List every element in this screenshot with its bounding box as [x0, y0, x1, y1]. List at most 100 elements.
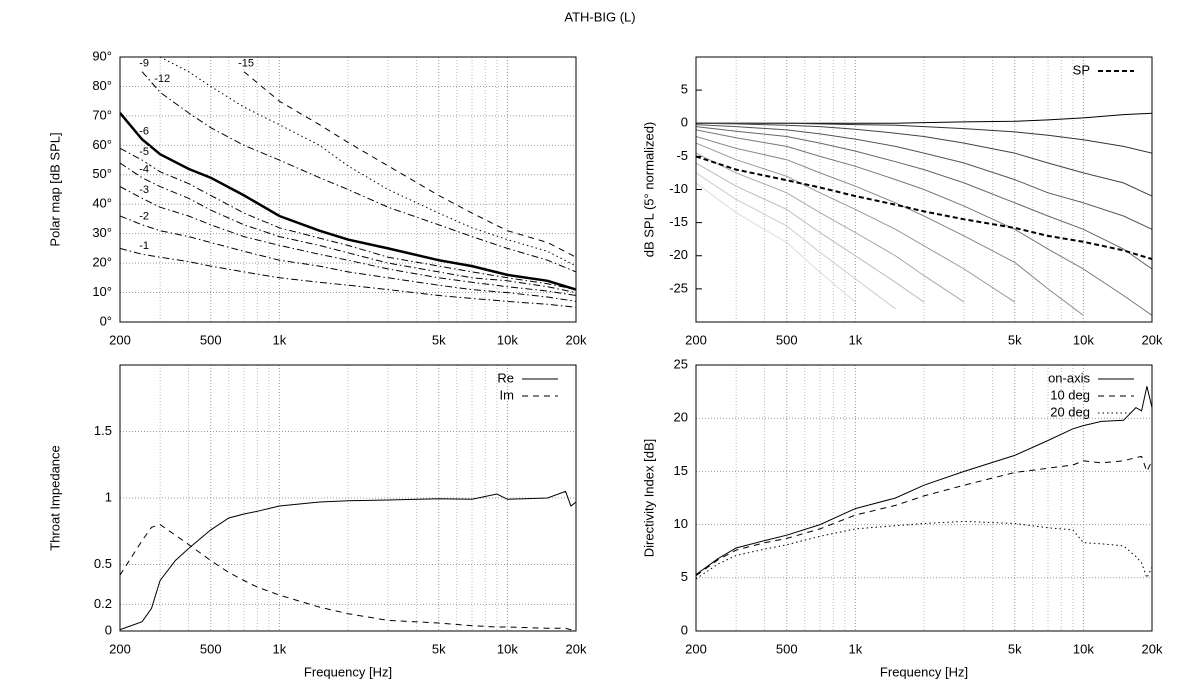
plot-frame — [695, 364, 1153, 632]
y-tick-label: 90° — [92, 48, 112, 63]
y-tick-label: 25 — [674, 356, 688, 371]
plot-area — [696, 112, 1152, 316]
plot-frame — [119, 364, 577, 632]
y-tick-label: 5 — [681, 82, 688, 97]
y-tick-label: 0 — [681, 115, 688, 130]
y-tick-label: 0.5 — [94, 556, 112, 571]
y-tick-label: 80° — [92, 78, 112, 93]
contour-label: -4 — [139, 164, 149, 176]
y-tick-label: 0 — [105, 622, 112, 637]
plot-area — [120, 57, 576, 308]
y-tick-label: -25 — [669, 280, 688, 295]
panel: 200 500 1k 5k 10k 20k 0 0.2 0.5 1 1.5 Throat Impeda… — [47, 364, 587, 679]
y-tick-label: 60° — [92, 137, 112, 152]
response-curve — [696, 142, 1015, 303]
series-line — [141, 71, 576, 273]
y-tick-label: 5 — [681, 569, 688, 584]
contour-label: -1 — [139, 240, 149, 252]
y-tick-label: 20 — [674, 410, 688, 425]
x-tick-label: 1k — [848, 641, 862, 656]
series-line — [120, 112, 576, 291]
x-tick-label: 500 — [776, 641, 798, 656]
x-tick-label: 10k — [1073, 641, 1094, 656]
x-tick-label: 10k — [497, 332, 518, 347]
x-tick-label: 5k — [432, 641, 446, 656]
series-line — [243, 71, 576, 258]
x-tick-label: 200 — [109, 641, 131, 656]
plot-frame — [119, 56, 577, 323]
x-tick-label: 200 — [109, 332, 131, 347]
y-tick-label: 10° — [92, 284, 112, 299]
legend-label: Im — [500, 387, 514, 402]
y-tick-label: 40° — [92, 196, 112, 211]
y-tick-label: 30° — [92, 225, 112, 240]
y-tick-label: 1 — [105, 489, 112, 504]
contour-label: -15 — [238, 58, 254, 70]
y-tick-label: 50° — [92, 166, 112, 181]
x-axis-label: Frequency [Hz] — [304, 664, 392, 679]
x-tick-label: 20k — [566, 641, 587, 656]
response-curve — [696, 136, 1084, 316]
figure-title: ATH-BIG (L) — [564, 9, 635, 24]
response-curve — [696, 129, 1152, 316]
x-axis-label: Frequency [Hz] — [880, 664, 968, 679]
series-line — [120, 247, 576, 308]
x-tick-label: 10k — [497, 641, 518, 656]
x-tick-label: 1k — [848, 332, 862, 347]
x-tick-label: 5k — [1008, 641, 1022, 656]
plot-area — [120, 490, 576, 631]
contour-label: -3 — [139, 184, 149, 196]
legend-label: 20 deg — [1050, 404, 1090, 419]
x-tick-label: 1k — [272, 332, 286, 347]
x-tick-label: 200 — [685, 332, 707, 347]
y-axis-label: Throat Impedance — [47, 445, 62, 551]
y-tick-label: 10 — [674, 516, 688, 531]
x-tick-label: 5k — [432, 332, 446, 347]
x-tick-label: 20k — [566, 332, 587, 347]
x-tick-label: 20k — [1142, 332, 1163, 347]
y-tick-label: 0.2 — [94, 596, 112, 611]
y-tick-label: 15 — [674, 463, 688, 478]
response-curve — [696, 124, 1152, 230]
legend-label: on-axis — [1048, 370, 1090, 385]
x-tick-label: 500 — [776, 332, 798, 347]
contour-label: -6 — [139, 125, 149, 137]
y-tick-label: -5 — [676, 148, 688, 163]
response-curve — [696, 122, 1152, 154]
response-curve — [696, 126, 1152, 270]
contour-label: -5 — [139, 146, 149, 158]
series-line — [696, 386, 1152, 576]
y-tick-label: 1.5 — [94, 423, 112, 438]
legend-label: SP — [1073, 62, 1090, 77]
y-tick-label: -20 — [669, 247, 688, 262]
contour-label: -9 — [139, 58, 149, 70]
response-curve — [696, 182, 856, 303]
series-line — [120, 524, 576, 631]
series-line — [696, 455, 1152, 577]
x-tick-label: 5k — [1008, 332, 1022, 347]
series-line — [120, 215, 576, 302]
x-tick-label: 20k — [1142, 641, 1163, 656]
y-tick-label: 0 — [681, 622, 688, 637]
y-axis-label: Polar map [dB SPL] — [47, 132, 62, 246]
response-curve — [696, 162, 925, 303]
plot-frame — [695, 56, 1153, 323]
series-line — [120, 147, 576, 291]
x-tick-label: 500 — [200, 332, 222, 347]
y-tick-label: 20° — [92, 255, 112, 270]
contour-label: -12 — [154, 73, 170, 85]
y-tick-label: 0° — [100, 313, 112, 328]
plot-area — [696, 386, 1152, 580]
legend-label: 10 deg — [1050, 387, 1090, 402]
y-tick-label: 70° — [92, 107, 112, 122]
x-tick-label: 10k — [1073, 332, 1094, 347]
y-tick-label: -10 — [669, 181, 688, 196]
panel: 200 500 1k 5k 10k 20k 0° 10° 20° 30° 40° 50° 60° 70° 8… — [47, 48, 587, 347]
legend-label: Re — [497, 370, 514, 385]
y-axis-label: Directivity Index [dB] — [641, 439, 656, 558]
panel: 200 500 1k 5k 10k 20k 0 5 10 15 20 25 Directivity In… — [641, 356, 1163, 679]
response-curve — [696, 172, 896, 310]
series-line — [159, 57, 576, 267]
